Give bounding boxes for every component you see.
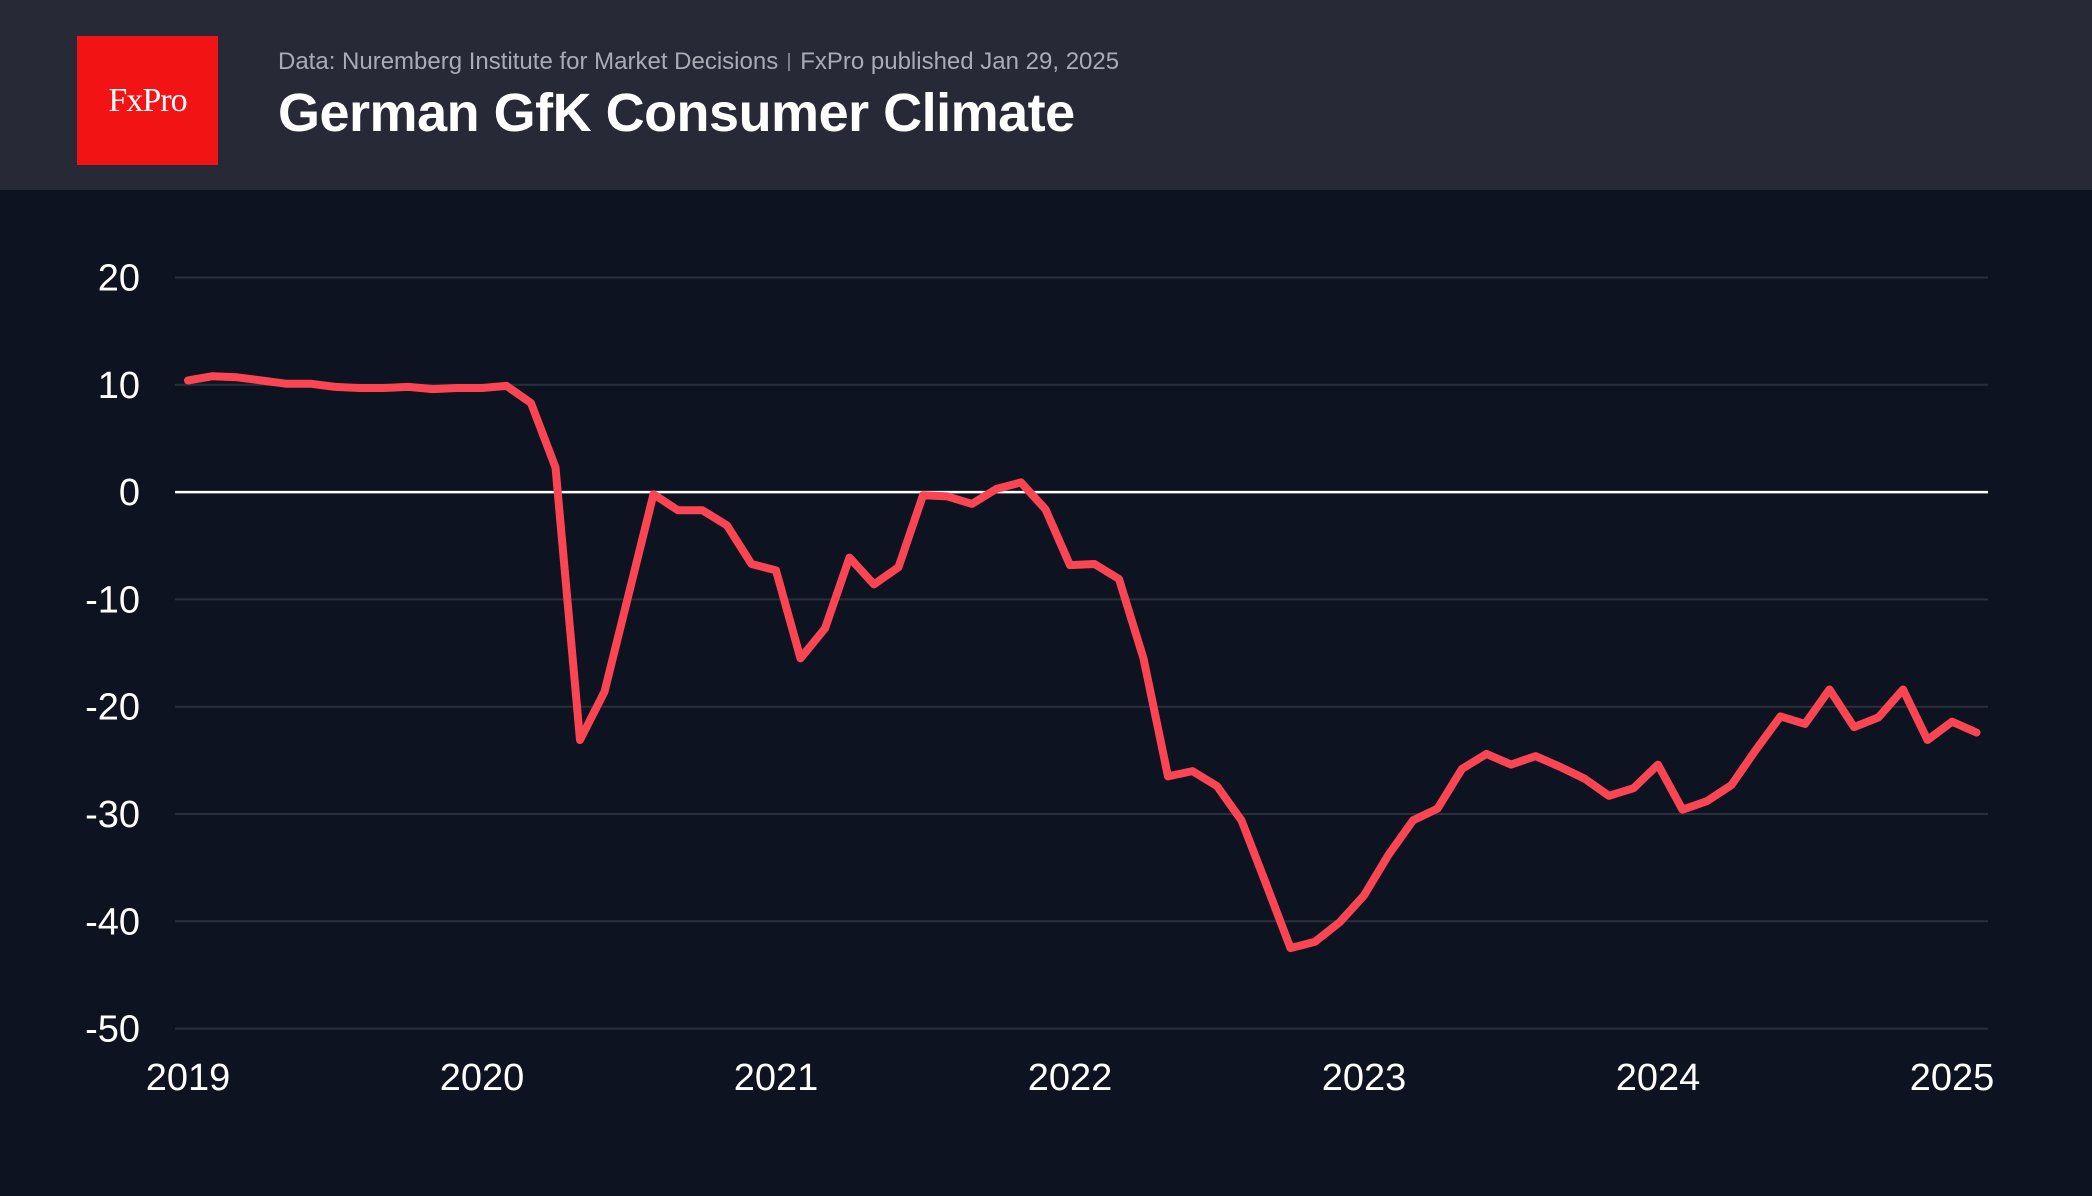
chart-title: German GfK Consumer Climate [278,83,1075,143]
y-tick-label: -30 [85,794,140,836]
y-tick-label: 20 [98,258,140,300]
series-line [184,372,1981,953]
published-date: FxPro published Jan 29, 2025 [800,48,1120,75]
header: FxPro Data: Nuremberg Institute for Mark… [0,0,2092,190]
x-tick-label: 2024 [1616,1057,1701,1099]
y-axis-ticks: 20 10 0 -10 -20 -30 -40 -50 [85,258,140,1051]
separator [788,53,791,71]
x-tick-label: 2022 [1028,1057,1113,1099]
x-axis-ticks: 2019 2020 2021 2022 2023 2024 2025 [146,1057,1995,1099]
y-tick-label: -50 [85,1009,140,1051]
x-tick-label: 2021 [734,1057,819,1099]
logo-text: FxPro [108,81,187,119]
y-tick-label: 0 [119,472,140,514]
y-tick-label: -40 [85,901,140,943]
x-tick-label: 2019 [146,1057,231,1099]
x-tick-label: 2020 [440,1057,525,1099]
x-tick-label: 2023 [1322,1057,1407,1099]
line-chart: 20 10 0 -10 -20 -30 -40 -50 2019 2020 2021 2022 202… [85,258,1995,1100]
y-tick-label: -10 [85,579,140,621]
chart-source-line: Data: Nuremberg Institute for Market Dec… [278,48,1119,76]
data-source: Data: Nuremberg Institute for Market Dec… [278,48,779,75]
series-layer [184,372,1981,953]
fxpro-logo: FxPro [77,36,218,165]
x-tick-label: 2025 [1910,1057,1995,1099]
y-tick-label: -20 [85,687,140,729]
y-tick-label: 10 [98,365,140,407]
